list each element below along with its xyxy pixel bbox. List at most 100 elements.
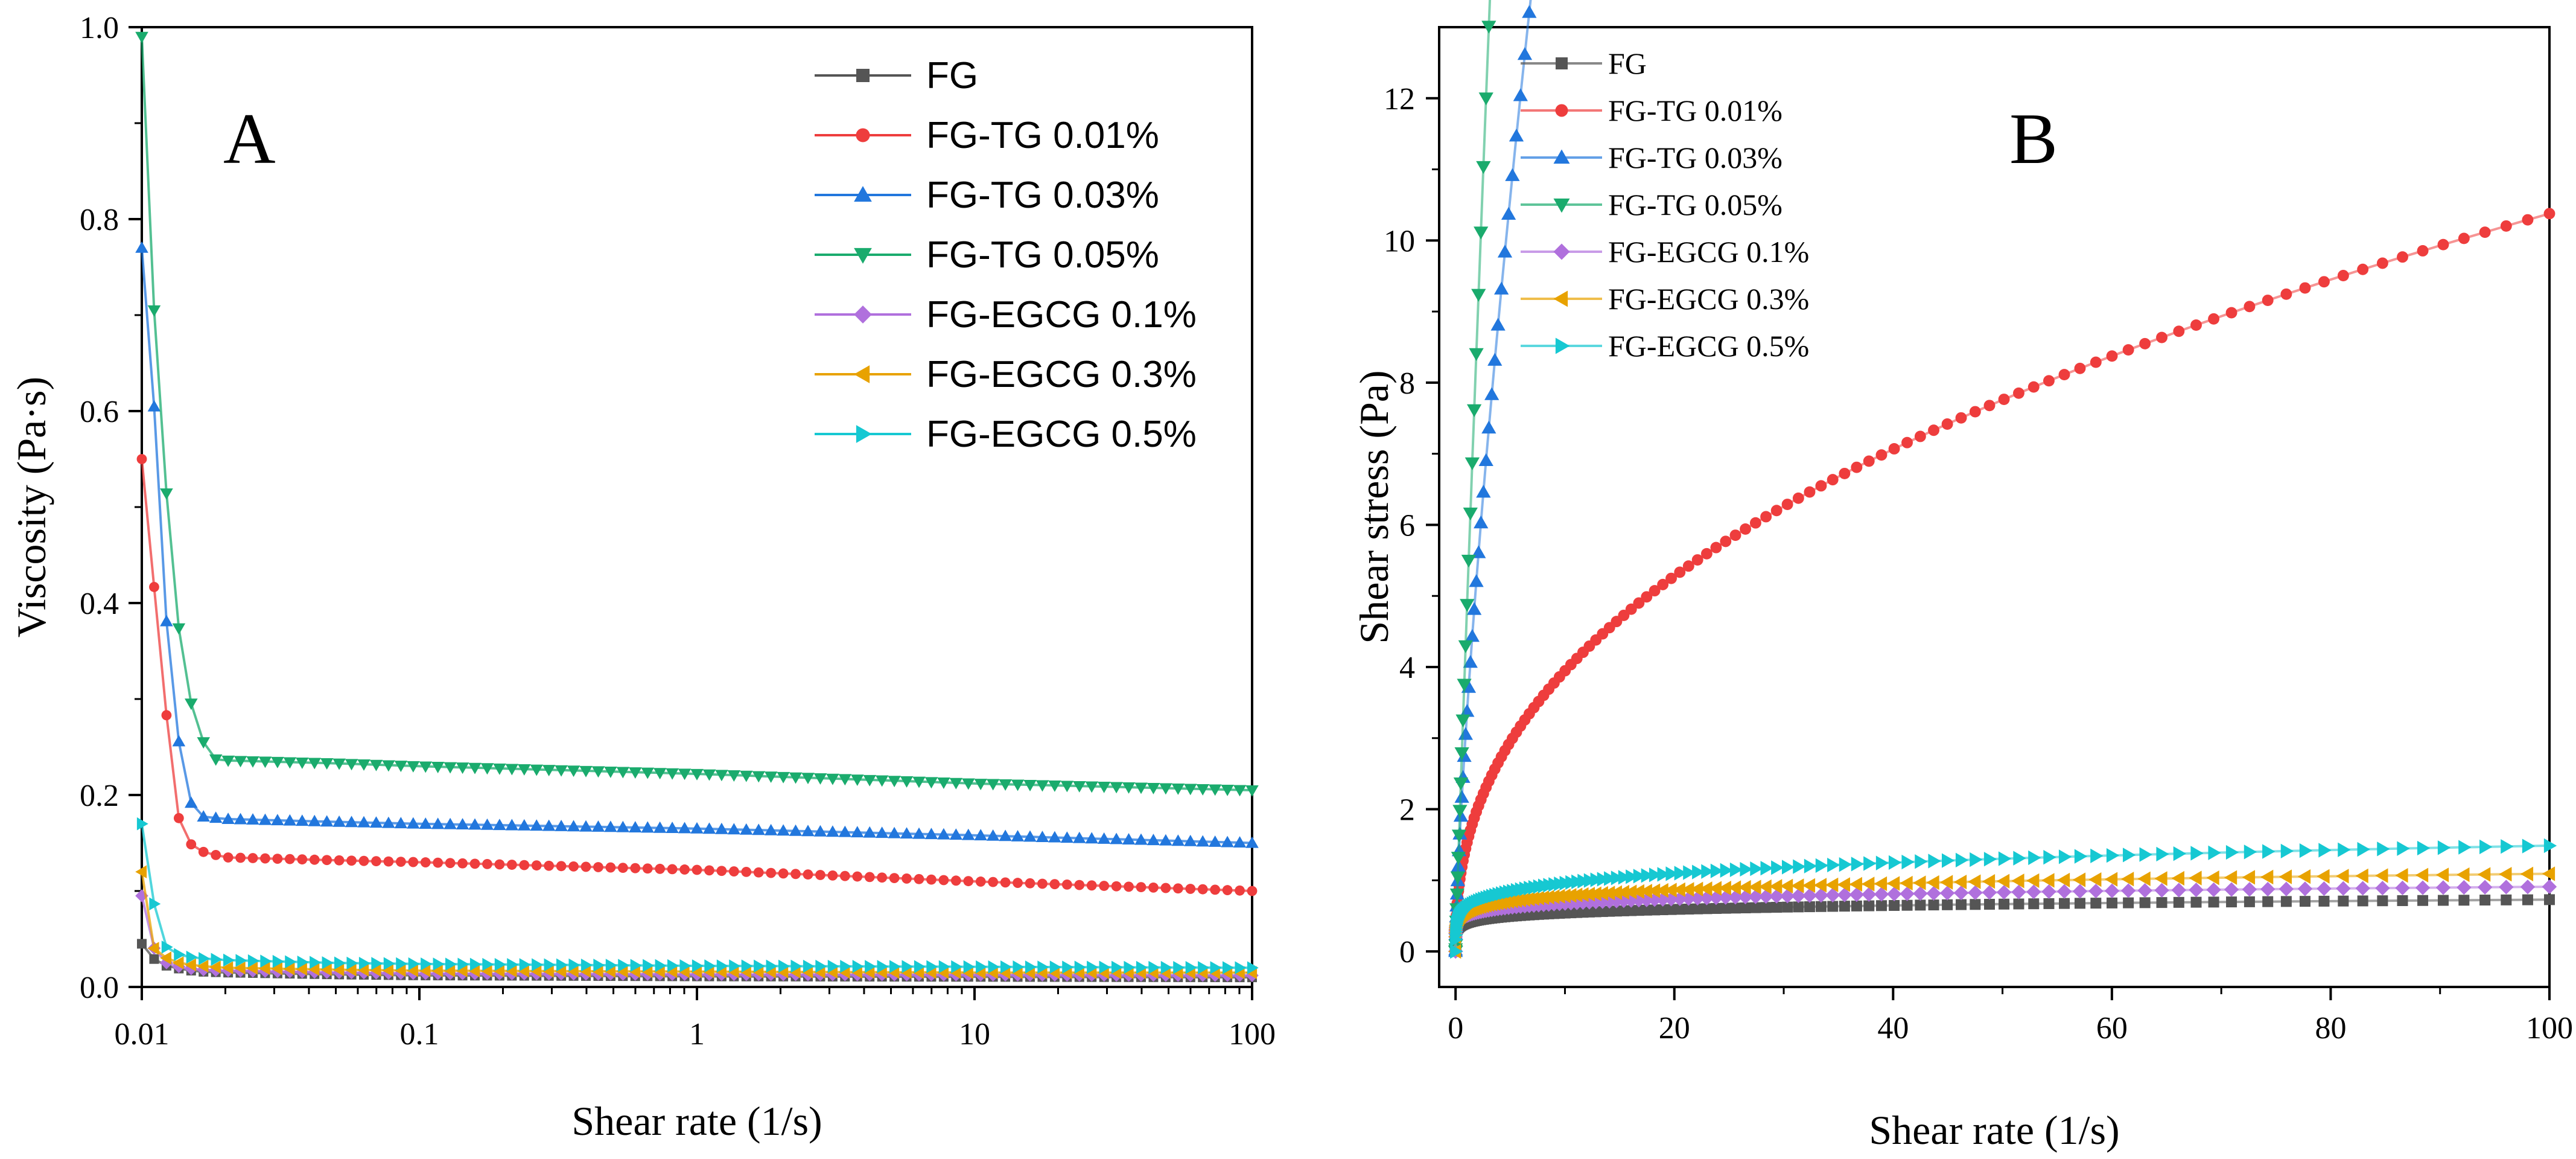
panel-a-legend-label: FG-EGCG 0.1% [926, 294, 1197, 336]
panel-b-data-point [2477, 867, 2491, 882]
panel-b-data-point [2028, 898, 2040, 910]
panel-a-data-point [531, 860, 542, 871]
panel-a-data-point [667, 864, 678, 875]
panel-a-data-point [530, 819, 544, 831]
panel-b-data-point [2395, 880, 2410, 896]
panel-b-data-point [1454, 747, 1469, 761]
panel-a-data-point [136, 817, 148, 831]
panel-a-data-point [345, 963, 357, 977]
panel-b-data-point [1624, 884, 1637, 899]
panel-a-data-point [420, 857, 431, 867]
panel-a-letter: A [223, 98, 276, 179]
panel-a-data-point [579, 765, 593, 777]
panel-b-data-point [1969, 406, 1981, 418]
panel-a-data-point [641, 965, 653, 979]
panel-a-data-point [357, 816, 370, 828]
panel-a-data-point [234, 756, 247, 768]
panel-b-data-point [1813, 878, 1827, 893]
panel-a-data-point [655, 863, 666, 874]
panel-a-data-point [223, 953, 235, 967]
panel-b-data-point [2074, 898, 2085, 909]
panel-a-data-point [283, 757, 297, 769]
panel-b-data-point [2208, 845, 2221, 860]
panel-b-data-point [2208, 313, 2220, 325]
panel-a-data-point [801, 773, 815, 785]
panel-a-data-point [493, 763, 506, 775]
panel-a-data-point [456, 964, 468, 978]
panel-a-data-point [505, 819, 519, 831]
panel-b-data-point [1825, 887, 1840, 902]
panel-a-data-point [875, 775, 889, 787]
panel-a-data-point [221, 813, 235, 824]
panel-a-data-point [567, 820, 580, 832]
panel-b-data-point [1690, 890, 1705, 906]
panel-b-data-point [1490, 318, 1506, 331]
panel-a-data-point [421, 957, 433, 971]
panel-a-data-point [1222, 885, 1233, 895]
panel-a-data-point [209, 754, 223, 766]
panel-a-legend-item: FG-TG 0.01% [815, 115, 1159, 156]
panel-b-data-point [1760, 511, 1772, 523]
panel-a-data-point [1099, 960, 1111, 974]
panel-a-data-point [667, 959, 679, 972]
panel-a-data-point [1061, 880, 1072, 890]
panel-b-data-point [1616, 893, 1632, 908]
panel-b-data-point [2543, 208, 2555, 220]
panel-b-data-point [2041, 873, 2055, 888]
panel-a-data-point [235, 852, 246, 863]
panel-b-data-point [2043, 375, 2055, 387]
panel-a-data-point [1208, 835, 1222, 847]
panel-b-data-point [2457, 880, 2472, 895]
panel-b-data-point [1791, 878, 1804, 893]
panel-a-data-point [494, 859, 505, 870]
panel-b-data-point [1710, 902, 1722, 914]
panel-a-data-point [803, 869, 813, 880]
panel-a-data-point [1245, 785, 1259, 797]
panel-a-data-point [519, 958, 531, 971]
panel-a-data-point [444, 817, 457, 829]
panel-b-data-point [1926, 875, 1939, 890]
panel-b-data-point [1970, 899, 1981, 910]
panel-a-series-line [141, 247, 1253, 845]
panel-b-data-point [2297, 881, 2313, 896]
panel-a-data-point [1111, 881, 1122, 892]
panel-a-data-point [332, 963, 345, 977]
panel-b-data-point [2437, 238, 2449, 251]
panel-b-data-point [1683, 903, 1694, 915]
panel-b-data-point [2542, 866, 2555, 881]
panel-b-data-point [1996, 885, 2012, 900]
panel-b-data-point [1968, 874, 1981, 889]
panel-a-series-line [141, 823, 1253, 969]
panel-a-x-tick-label: 100 [1229, 1017, 1276, 1052]
panel-b-data-point [2190, 896, 2202, 908]
panel-b-data-point [2189, 870, 2202, 886]
panel-b-data-point [1484, 387, 1499, 400]
panel-a-data-point [482, 957, 494, 971]
panel-a-data-point [1245, 836, 1259, 848]
panel-a-data-point [480, 818, 494, 830]
panel-b-x-tick-label: 80 [2315, 1011, 2346, 1046]
panel-a-data-point [480, 763, 494, 775]
panel-a-data-point [1235, 961, 1247, 974]
panel-a-data-point [704, 865, 714, 876]
panel-b-data-point [2357, 895, 2368, 907]
panel-a-data-point [863, 774, 877, 787]
panel-b-data-point [1641, 868, 1654, 883]
panel-a-data-point [568, 958, 580, 972]
panel-a-data-point [641, 821, 655, 833]
panel-b-data-point [2171, 870, 2184, 886]
panel-b-data-point [1982, 874, 1996, 889]
panel-b-data-point [1509, 129, 1524, 142]
panel-a-data-point [1247, 886, 1258, 896]
panel-a-data-point [889, 960, 901, 973]
panel-b-data-point [1626, 869, 1639, 884]
panel-a-data-point [618, 959, 630, 972]
panel-b-data-point [1665, 866, 1679, 881]
panel-a-data-point [147, 305, 161, 317]
panel-b-x-tick-label: 60 [2096, 1011, 2128, 1046]
panel-b-data-point [2013, 851, 2026, 866]
panel-b-legend-marker [1553, 198, 1570, 213]
panel-b-data-point [1474, 226, 1489, 240]
panel-a-data-point [1060, 831, 1074, 843]
panel-b-data-point [1718, 880, 1731, 896]
